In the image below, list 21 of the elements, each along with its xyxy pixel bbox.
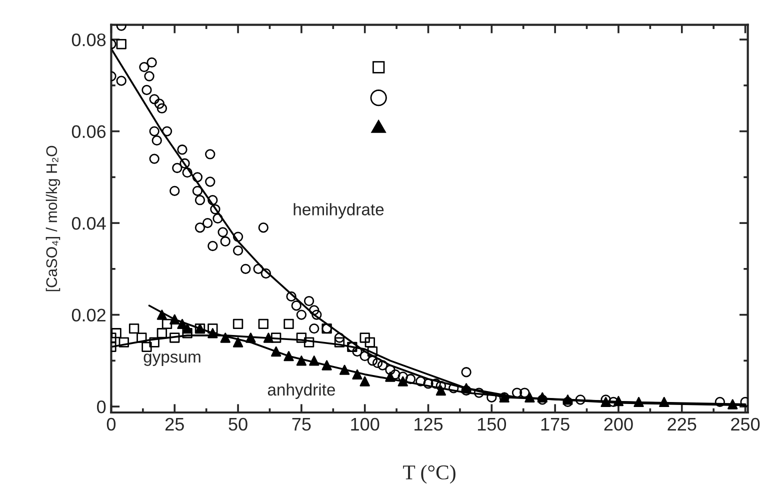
y-tick-label: 0.02	[72, 308, 106, 322]
x-axis-title: T (°C)	[403, 464, 456, 484]
y-tick-label: 0	[97, 400, 106, 414]
x-tick-label: 125	[414, 418, 443, 431]
x-tick-label: 25	[165, 418, 184, 431]
x-tick-label: 0	[106, 418, 116, 431]
x-tick-label: 50	[228, 418, 248, 431]
y-tick-label: 0.06	[72, 125, 106, 138]
x-tick-label: 100	[351, 418, 380, 431]
x-tick-label: 200	[604, 418, 633, 431]
y-tick-label: 0.04	[72, 216, 106, 230]
y-axis-title: [CaSO₄] / mol/kg H₂O	[46, 146, 60, 292]
x-tick-label: 75	[292, 418, 311, 431]
x-tick-label: 175	[541, 418, 570, 431]
annotation: hemihydrate	[294, 203, 384, 219]
x-tick-label: 225	[668, 418, 696, 431]
x-tick-label: 150	[478, 418, 506, 431]
annotation: gypsum	[144, 354, 200, 366]
y-tick-label: 0.08	[72, 33, 106, 46]
annotation: anhydrite	[268, 383, 336, 399]
x-tick-label: 250	[731, 418, 760, 431]
